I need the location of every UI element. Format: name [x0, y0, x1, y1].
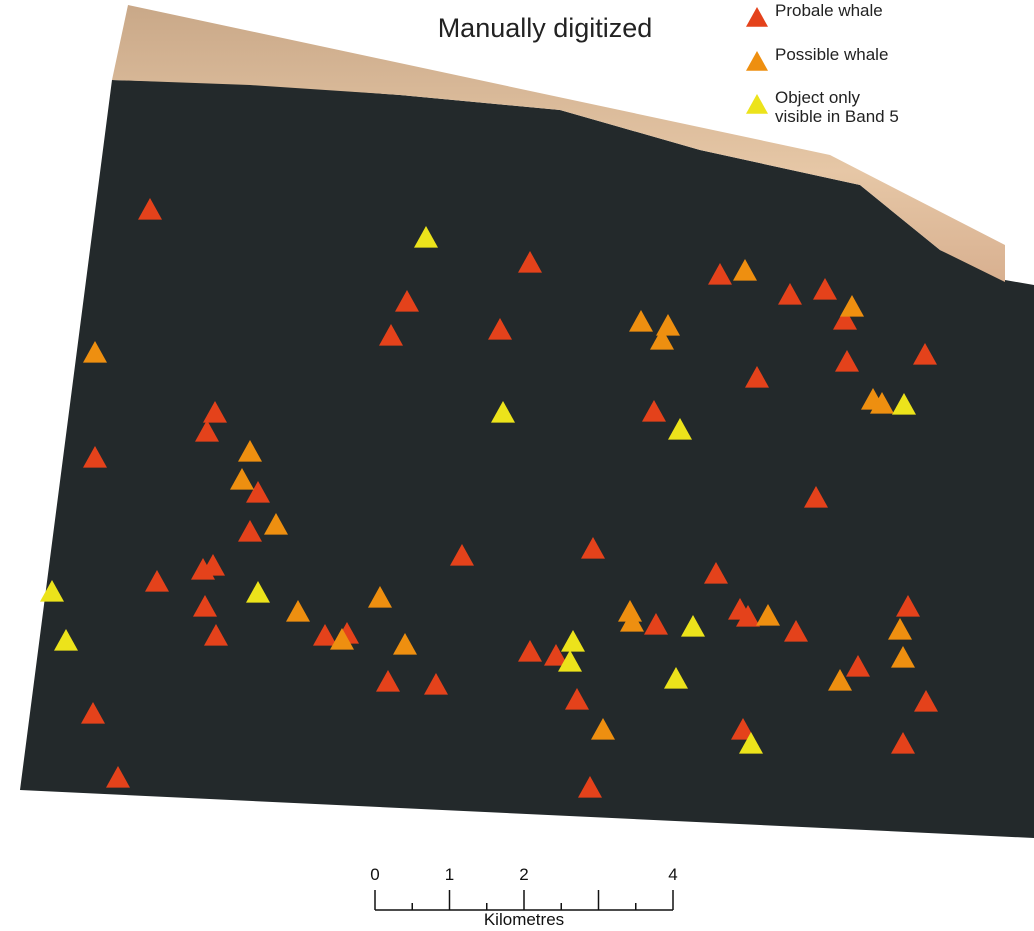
scale-label: 2 — [519, 865, 528, 884]
legend: Probale whale Possible whale Object onlyvi… — [746, 1, 899, 126]
legend-label: visible in Band 5 — [775, 107, 899, 126]
triangle-marker — [746, 51, 768, 71]
legend-label: Possible whale — [775, 45, 888, 64]
triangle-marker — [746, 7, 768, 27]
scale-bar: 0 1 2 4 Kilometres — [370, 865, 677, 929]
scale-label: 4 — [668, 865, 677, 884]
map-figure: Manually digitized Probale whale Possible… — [0, 0, 1034, 931]
legend-label: Object only — [775, 88, 861, 107]
triangle-marker — [746, 94, 768, 114]
scale-label: 0 — [370, 865, 379, 884]
map-title: Manually digitized — [438, 13, 653, 43]
scale-unit: Kilometres — [484, 910, 564, 929]
scale-label: 1 — [445, 865, 454, 884]
legend-label: Probale whale — [775, 1, 883, 20]
